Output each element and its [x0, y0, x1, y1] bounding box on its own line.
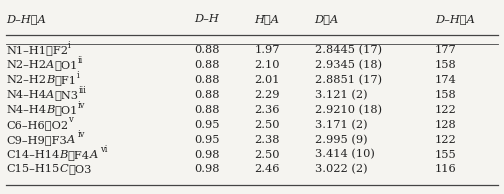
Text: C9–H9⋯F3: C9–H9⋯F3 — [7, 135, 67, 145]
Text: ⋯O3: ⋯O3 — [68, 165, 91, 174]
Text: C: C — [59, 165, 68, 174]
Text: 2.995 (9): 2.995 (9) — [314, 134, 367, 145]
Text: 3.171 (2): 3.171 (2) — [314, 120, 367, 130]
Text: A: A — [46, 90, 54, 100]
Text: D⋯A: D⋯A — [314, 14, 339, 24]
Text: 0.88: 0.88 — [195, 60, 220, 70]
Text: 158: 158 — [435, 90, 457, 100]
Text: 122: 122 — [435, 105, 457, 115]
Text: 122: 122 — [435, 135, 457, 145]
Text: D–H: D–H — [195, 14, 219, 24]
Text: C14–H14: C14–H14 — [7, 150, 59, 159]
Text: i: i — [77, 71, 79, 80]
Text: 0.88: 0.88 — [195, 75, 220, 85]
Text: 2.10: 2.10 — [255, 60, 280, 70]
Text: 0.98: 0.98 — [195, 150, 220, 159]
Text: ⋯O1: ⋯O1 — [54, 105, 78, 115]
Text: i: i — [68, 41, 71, 50]
Text: D–H⋯A: D–H⋯A — [435, 14, 475, 24]
Text: C15–H15: C15–H15 — [7, 165, 59, 174]
Text: 128: 128 — [435, 120, 457, 130]
Text: B: B — [59, 150, 68, 159]
Text: ⋯F1: ⋯F1 — [54, 75, 77, 85]
Text: A: A — [90, 150, 98, 159]
Text: 2.46: 2.46 — [255, 165, 280, 174]
Text: 155: 155 — [435, 150, 457, 159]
Text: N2–H2: N2–H2 — [7, 75, 46, 85]
Text: 3.121 (2): 3.121 (2) — [314, 90, 367, 100]
Text: N1–H1⋯F2: N1–H1⋯F2 — [7, 45, 69, 55]
Text: N2–H2: N2–H2 — [7, 60, 46, 70]
Text: H⋯A: H⋯A — [255, 14, 280, 24]
Text: 2.01: 2.01 — [255, 75, 280, 85]
Text: 2.38: 2.38 — [255, 135, 280, 145]
Text: 0.95: 0.95 — [195, 120, 220, 130]
Text: 2.9210 (18): 2.9210 (18) — [314, 105, 382, 115]
Text: A: A — [67, 135, 75, 145]
Text: 0.88: 0.88 — [195, 105, 220, 115]
Text: ⋯F4: ⋯F4 — [68, 150, 90, 159]
Text: 1.97: 1.97 — [255, 45, 280, 55]
Text: 2.36: 2.36 — [255, 105, 280, 115]
Text: 2.8445 (17): 2.8445 (17) — [314, 45, 382, 55]
Text: iv: iv — [77, 130, 85, 139]
Text: A: A — [46, 60, 54, 70]
Text: ⋯O1: ⋯O1 — [54, 60, 78, 70]
Text: B: B — [46, 105, 54, 115]
Text: 3.022 (2): 3.022 (2) — [314, 164, 367, 175]
Text: 3.414 (10): 3.414 (10) — [314, 149, 374, 160]
Text: 2.8851 (17): 2.8851 (17) — [314, 75, 382, 85]
Text: B: B — [46, 75, 54, 85]
Text: 2.50: 2.50 — [255, 150, 280, 159]
Text: 116: 116 — [435, 165, 457, 174]
Text: 0.88: 0.88 — [195, 45, 220, 55]
Text: C6–H6⋯O2: C6–H6⋯O2 — [7, 120, 69, 130]
Text: 2.50: 2.50 — [255, 120, 280, 130]
Text: vi: vi — [100, 145, 107, 154]
Text: iv: iv — [78, 100, 85, 110]
Text: D–H⋯A: D–H⋯A — [7, 14, 46, 24]
Text: ⋯N3: ⋯N3 — [54, 90, 79, 100]
Text: 0.88: 0.88 — [195, 90, 220, 100]
Text: ii: ii — [78, 56, 83, 65]
Text: 2.29: 2.29 — [255, 90, 280, 100]
Text: 0.95: 0.95 — [195, 135, 220, 145]
Text: 177: 177 — [435, 45, 457, 55]
Text: 174: 174 — [435, 75, 457, 85]
Text: 2.9345 (18): 2.9345 (18) — [314, 60, 382, 70]
Text: v: v — [68, 115, 73, 124]
Text: 0.98: 0.98 — [195, 165, 220, 174]
Text: iii: iii — [78, 86, 86, 95]
Text: N4–H4: N4–H4 — [7, 90, 46, 100]
Text: 158: 158 — [435, 60, 457, 70]
Text: N4–H4: N4–H4 — [7, 105, 46, 115]
